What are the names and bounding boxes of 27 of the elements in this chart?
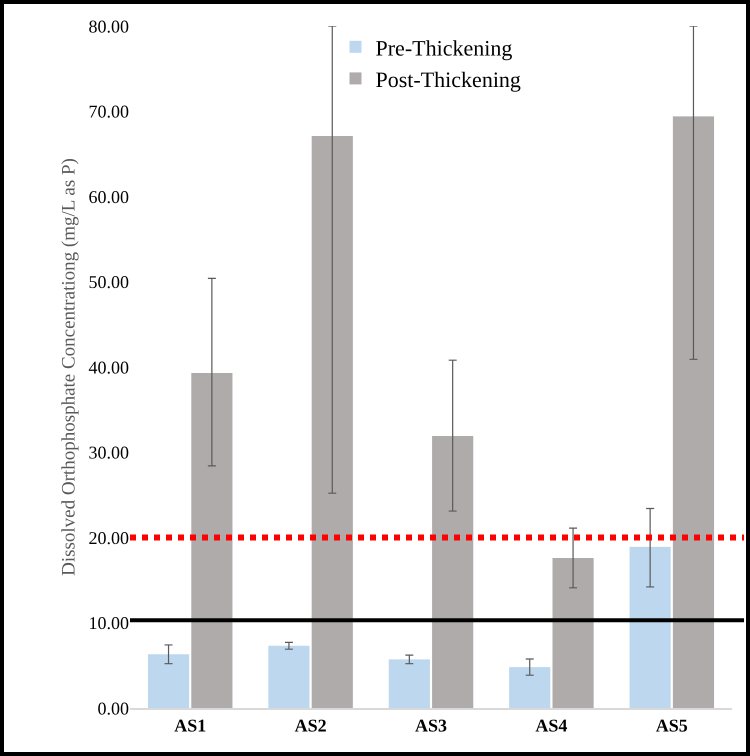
y-tick-label: 30.00: [88, 442, 129, 463]
bar: [432, 436, 474, 708]
legend-label: Pre-Thickening: [376, 35, 512, 60]
bar: [509, 667, 550, 708]
y-tick-label: 20.00: [88, 528, 129, 548]
bar: [312, 136, 353, 708]
x-tick-label: AS5: [656, 715, 688, 736]
bar: [630, 546, 671, 708]
y-tick-label: 80.00: [88, 16, 129, 36]
bar: [672, 116, 714, 708]
x-tick-label: AS4: [535, 715, 568, 736]
y-tick-label: 70.00: [88, 102, 129, 122]
bar: [268, 646, 310, 708]
y-tick-label: 0.00: [98, 698, 129, 718]
bar: [191, 372, 232, 708]
y-tick-label: 50.00: [88, 272, 129, 292]
y-axis-title: Dissolved Orthophosphate Concentrationg (mg/L as P): [58, 158, 80, 576]
x-tick-label: AS2: [294, 715, 327, 736]
x-tick-label: AS3: [414, 715, 448, 736]
y-tick-label: 40.00: [88, 357, 129, 378]
legend-label: Post-Thickening: [376, 66, 521, 92]
bar: [552, 558, 594, 708]
bar: [148, 654, 190, 708]
bar: [388, 659, 430, 708]
y-tick-label: 10.00: [88, 613, 129, 634]
y-tick-label: 60.00: [88, 186, 129, 207]
x-tick-label: AS1: [174, 715, 206, 736]
